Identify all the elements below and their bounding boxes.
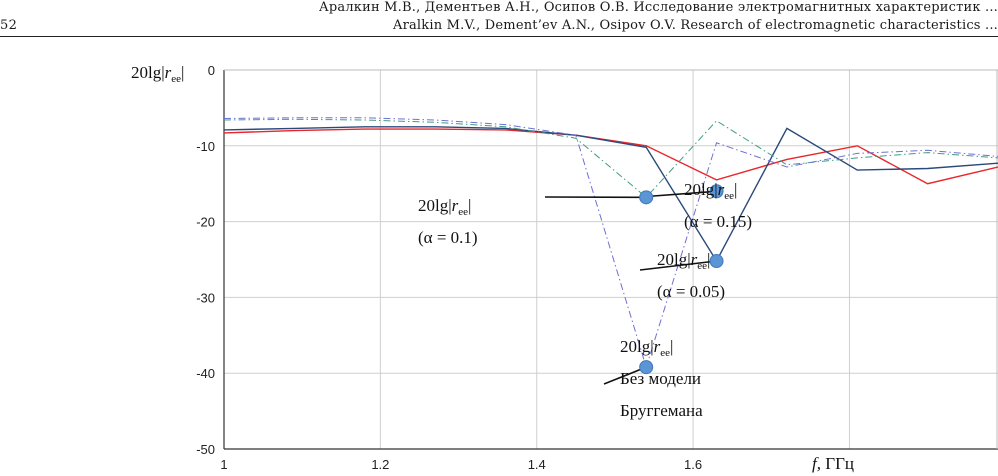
page-number: 52 bbox=[0, 18, 18, 33]
series-line-0 bbox=[223, 128, 998, 185]
header-title-en: Aralkin M.V., Dement’ev A.N., Osipov O.V… bbox=[392, 18, 998, 33]
y-axis-label-text: 20lg|ree| bbox=[131, 63, 184, 85]
chart-series bbox=[223, 117, 998, 369]
y-tick-label-5: -50 bbox=[196, 442, 215, 457]
y-tick-label-4: -40 bbox=[196, 366, 215, 381]
y-tick-labels: 0 -10 -20 -30 -40 -50 bbox=[196, 63, 215, 457]
y-axis-label: 20lg|ree| bbox=[131, 63, 184, 85]
x-axis-label: f, ГГц bbox=[806, 453, 876, 475]
x-tick-label-1: 1.2 bbox=[371, 457, 389, 472]
annotation-3-line-1: Без модели bbox=[620, 369, 701, 388]
annotation-0-line-0: 20lg|ree| bbox=[418, 196, 471, 218]
series-line-2 bbox=[223, 118, 998, 198]
annotation-2-line-0: 20lg|ree| bbox=[657, 250, 710, 272]
x-tick-labels: 11.21.41.61.8 bbox=[220, 457, 858, 472]
x-tick-label-3: 1.6 bbox=[684, 457, 702, 472]
marker-0 bbox=[639, 190, 654, 205]
header-rule bbox=[0, 36, 998, 37]
annotation-leader-2 bbox=[639, 260, 717, 271]
annotation-1-line-0: 20lg|ree| bbox=[684, 180, 737, 202]
x-axis-label-text: f, ГГц bbox=[812, 454, 854, 473]
y-tick-label-3: -30 bbox=[196, 290, 215, 305]
y-tick-label-0: 0 bbox=[208, 63, 215, 78]
annotation-0-line-1: (α = 0.1) bbox=[418, 228, 478, 247]
chart-annotations: 20lg|ree| (α = 0.1) 20lg|ree| (α = 0.15) 20l… bbox=[418, 180, 752, 420]
header-title-ru: Аралкин М.В., Дементьев А.Н., Осипов О.В… bbox=[318, 0, 998, 15]
y-tick-label-1: -10 bbox=[196, 139, 215, 154]
chart-markers bbox=[639, 184, 724, 375]
x-axis-label-bg bbox=[806, 453, 876, 475]
annotation-3-line-0: 20lg|ree| bbox=[620, 337, 673, 359]
x-tick-label-0: 1 bbox=[220, 457, 227, 472]
marker-1 bbox=[709, 184, 724, 199]
chart-frame bbox=[223, 69, 998, 450]
y-tick-label-2: -20 bbox=[196, 215, 215, 230]
annotation-leader-3 bbox=[603, 366, 647, 385]
marker-2 bbox=[709, 254, 724, 269]
x-tick-label-2: 1.4 bbox=[528, 457, 546, 472]
series-line-1 bbox=[223, 126, 998, 263]
annotation-3-line-2: Бруггемана bbox=[620, 401, 703, 420]
marker-3 bbox=[639, 360, 654, 375]
series-line-3 bbox=[223, 117, 998, 369]
annotation-2-line-1: (α = 0.05) bbox=[657, 282, 725, 301]
annotation-1-line-1: (α = 0.15) bbox=[684, 212, 752, 231]
